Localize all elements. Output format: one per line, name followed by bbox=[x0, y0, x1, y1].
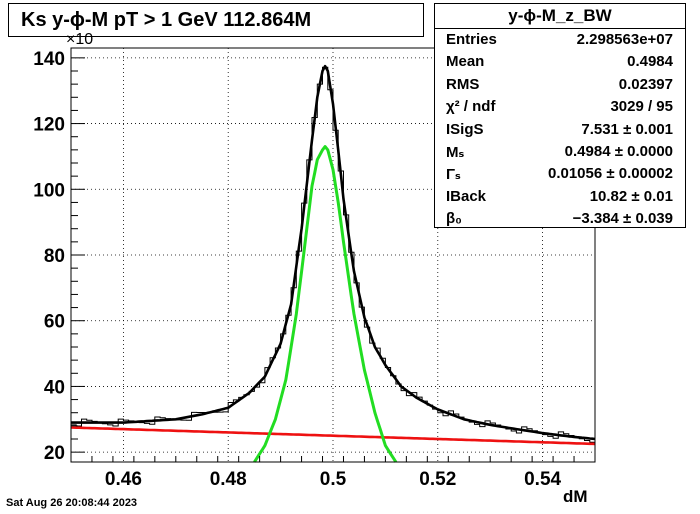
stat-label: β₀ bbox=[446, 210, 462, 228]
stat-value: 3029 / 95 bbox=[610, 98, 673, 116]
x-tick-label: 0.46 bbox=[105, 469, 142, 490]
stat-value: −3.384 ± 0.039 bbox=[572, 210, 673, 228]
signal-fit-line bbox=[253, 145, 398, 463]
stat-row: β₀ −3.384 ± 0.039 bbox=[435, 208, 685, 230]
y-tick-label: 140 bbox=[33, 49, 65, 70]
stat-value: 7.531 ± 0.001 bbox=[581, 120, 673, 138]
total-fit-line bbox=[71, 64, 596, 441]
y-tick-label: 20 bbox=[44, 443, 65, 464]
title-box: Ks y-ϕ-M pT > 1 GeV 112.864M bbox=[8, 3, 424, 37]
y-tick-label: 100 bbox=[33, 180, 65, 201]
stat-value: 10.82 ± 0.01 bbox=[589, 187, 673, 205]
stat-row: Mₛ 0.4984 ± 0.0000 bbox=[435, 141, 685, 163]
stat-label: χ² / ndf bbox=[446, 98, 496, 116]
stats-title: y-ϕ-M_z_BW bbox=[435, 4, 685, 29]
stat-label: Γₛ bbox=[446, 166, 461, 184]
x-tick-label: 0.48 bbox=[210, 469, 247, 490]
background-fit-line bbox=[70, 426, 596, 446]
stat-row: χ² / ndf 3029 / 95 bbox=[435, 96, 685, 118]
stat-label: Mean bbox=[446, 53, 485, 71]
axes: 0.46 0.48 0.5 0.52 0.54 20 40 60 80 100 120 140 bbox=[33, 49, 596, 490]
x-tick-label: 0.54 bbox=[524, 469, 561, 490]
stat-row: Mean 0.4984 bbox=[435, 51, 685, 73]
stat-label: IBack bbox=[446, 187, 487, 205]
timestamp: Sat Aug 26 20:08:44 2023 bbox=[6, 497, 138, 509]
y-tick-label: 60 bbox=[44, 312, 65, 333]
stat-label: Entries bbox=[446, 31, 497, 48]
data-histogram bbox=[71, 66, 595, 443]
stat-label: RMS bbox=[446, 75, 480, 93]
data-histogram-steps bbox=[71, 66, 595, 443]
stat-row: Γₛ 0.01056 ± 0.00002 bbox=[435, 163, 685, 185]
stat-value: 0.4984 ± 0.0000 bbox=[564, 143, 673, 160]
fit-curves bbox=[70, 64, 596, 463]
y-axis-exponent: ×10 bbox=[66, 31, 94, 48]
stat-row: ISigS 7.531 ± 0.001 bbox=[435, 119, 685, 141]
stat-label: Mₛ bbox=[446, 144, 465, 161]
stats-box: y-ϕ-M_z_BW Entries 2.298563e+07 Mean 0.4984… bbox=[434, 3, 686, 228]
y-tick-label: 80 bbox=[44, 246, 65, 267]
x-tick-label: 0.52 bbox=[419, 469, 456, 490]
stat-value: 0.4984 bbox=[627, 53, 673, 71]
chart-title: Ks y-ϕ-M pT > 1 GeV 112.864M bbox=[21, 9, 312, 31]
stat-row: Entries 2.298563e+07 bbox=[435, 29, 685, 51]
y-tick-label: 40 bbox=[44, 377, 65, 398]
stat-row: RMS 0.02397 bbox=[435, 74, 685, 96]
stat-value: 0.01056 ± 0.00002 bbox=[547, 165, 673, 183]
stat-label: ISigS bbox=[446, 120, 484, 138]
stat-value: 0.02397 bbox=[618, 75, 673, 93]
stat-value: 2.298563e+07 bbox=[576, 31, 673, 48]
y-tick-label: 120 bbox=[33, 115, 65, 136]
stat-row: IBack 10.82 ± 0.01 bbox=[435, 186, 685, 208]
x-tick-label: 0.5 bbox=[320, 469, 347, 490]
x-axis-title: dM bbox=[563, 487, 588, 506]
